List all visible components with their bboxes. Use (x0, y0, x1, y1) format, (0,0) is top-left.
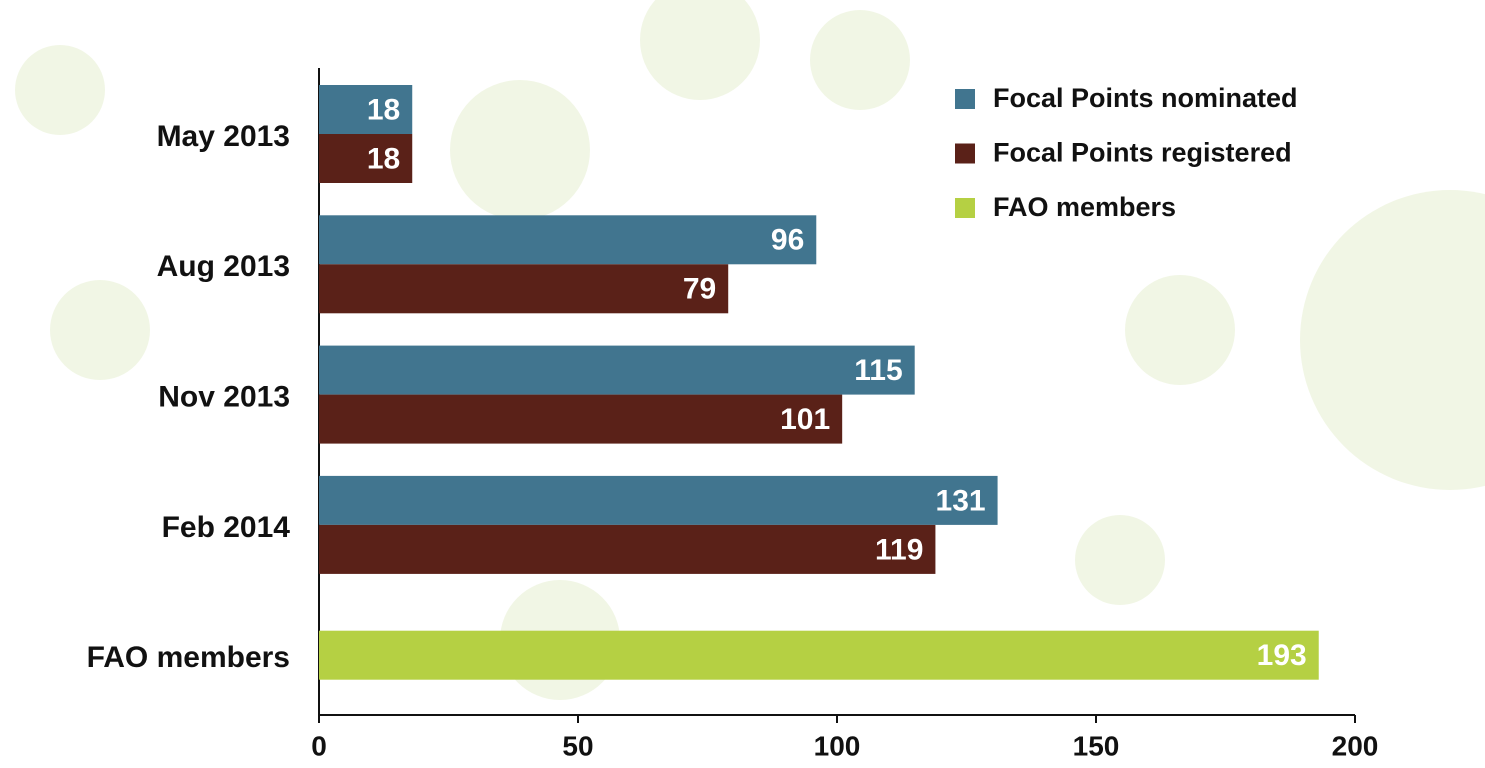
data-label: 101 (780, 403, 830, 436)
legend-label: FAO members (993, 192, 1176, 222)
legend-label: Focal Points nominated (993, 83, 1298, 113)
y-tick-label: May 2013 (157, 120, 290, 153)
y-tick-label: FAO members (87, 641, 290, 674)
y-tick-label: Aug 2013 (157, 250, 290, 283)
chart: 0 50 100 150 200 May 2013 18 18 Aug 2013 96 79 Nov … (0, 0, 1485, 763)
y-tick-label: Feb 2014 (162, 511, 291, 544)
data-label: 115 (854, 354, 902, 387)
bar (319, 346, 915, 395)
x-tick-label: 0 (311, 730, 327, 761)
bar (319, 215, 816, 264)
legend-swatch (955, 144, 975, 164)
legend-label: Focal Points registered (993, 138, 1292, 168)
x-tick-label: 100 (814, 730, 861, 761)
legend-swatch (955, 89, 975, 109)
bar (319, 476, 998, 525)
data-label: 18 (367, 142, 400, 175)
data-label: 96 (771, 224, 804, 257)
legend-swatch (955, 198, 975, 218)
bar (319, 395, 842, 444)
bar (319, 264, 728, 313)
bar (319, 631, 1319, 680)
data-label: 131 (936, 484, 986, 517)
data-label: 18 (367, 93, 400, 126)
y-tick-label: Nov 2013 (158, 381, 290, 414)
bar (319, 525, 935, 574)
data-label: 119 (875, 533, 923, 566)
data-label: 193 (1257, 639, 1307, 672)
x-tick-label: 50 (562, 730, 593, 761)
x-tick-label: 150 (1073, 730, 1120, 761)
x-tick-label: 200 (1332, 730, 1379, 761)
data-label: 79 (683, 273, 716, 306)
